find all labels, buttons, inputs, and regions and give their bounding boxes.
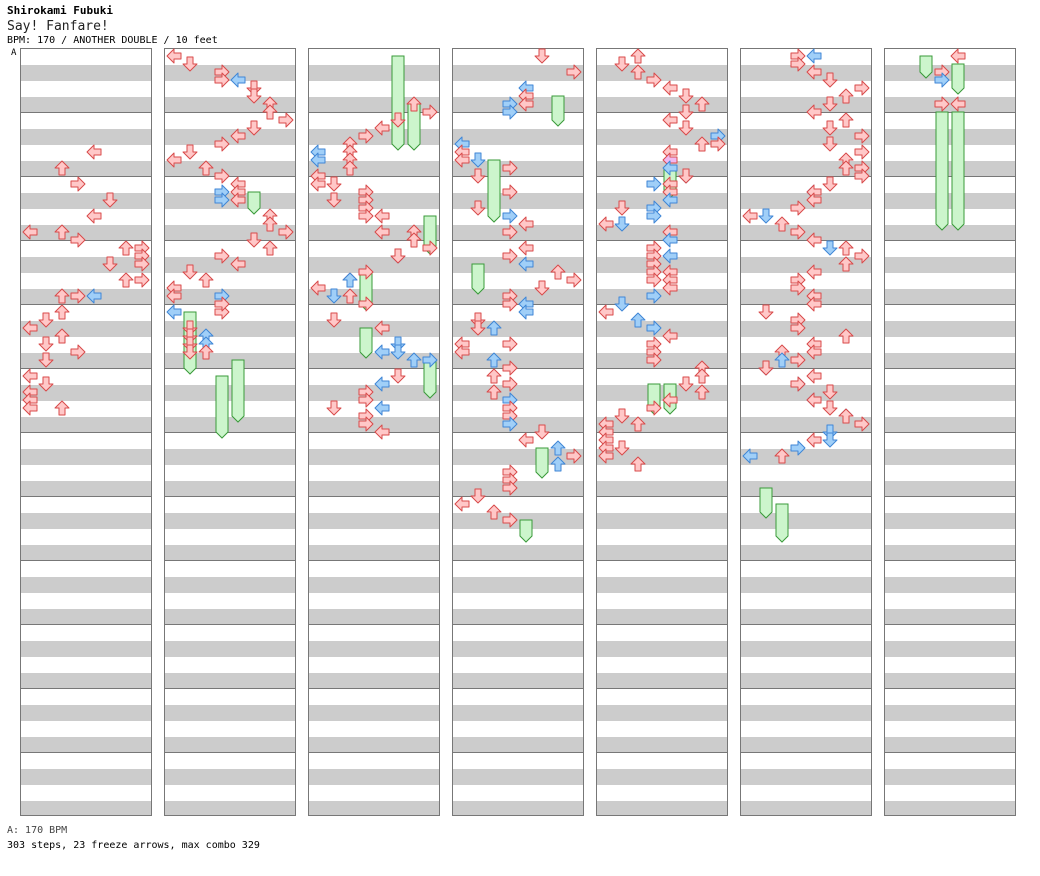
measure-line <box>165 432 295 433</box>
measure-line <box>741 432 871 433</box>
measure-line <box>165 688 295 689</box>
measure-line <box>597 112 727 113</box>
measure-line <box>309 112 439 113</box>
measure-line <box>741 368 871 369</box>
measure-line <box>453 560 583 561</box>
chart-info: BPM: 170 / ANOTHER DOUBLE / 10 feet <box>7 35 218 46</box>
measure-line <box>165 368 295 369</box>
measure-line <box>309 368 439 369</box>
measure-line <box>885 432 1015 433</box>
measure-line <box>597 496 727 497</box>
measure-line <box>21 240 151 241</box>
measure-line <box>885 752 1015 753</box>
measure-line <box>453 752 583 753</box>
measure-line <box>741 304 871 305</box>
measure-line <box>453 112 583 113</box>
measure-line <box>885 688 1015 689</box>
measure-line <box>165 176 295 177</box>
measure-line <box>597 432 727 433</box>
measure-line <box>453 240 583 241</box>
measure-line <box>21 688 151 689</box>
measure-line <box>597 688 727 689</box>
measure-line <box>21 752 151 753</box>
measure-line <box>309 560 439 561</box>
measure-line <box>885 560 1015 561</box>
measure-line <box>21 112 151 113</box>
measure-line <box>309 624 439 625</box>
bpm-summary: A: 170 BPM <box>7 825 68 836</box>
measure-line <box>453 688 583 689</box>
measure-line <box>885 112 1015 113</box>
chart-column-6 <box>740 48 872 816</box>
measure-line <box>165 304 295 305</box>
chart-column-4 <box>452 48 584 816</box>
measure-line <box>453 368 583 369</box>
measure-line <box>453 176 583 177</box>
measure-line <box>165 560 295 561</box>
measure-line <box>885 496 1015 497</box>
measure-line <box>165 496 295 497</box>
measure-line <box>741 496 871 497</box>
measure-line <box>741 688 871 689</box>
chart-column-5 <box>596 48 728 816</box>
measure-line <box>885 624 1015 625</box>
measure-line <box>309 688 439 689</box>
measure-line <box>453 432 583 433</box>
measure-line <box>741 752 871 753</box>
measure-line <box>741 176 871 177</box>
measure-line <box>165 112 295 113</box>
measure-line <box>597 624 727 625</box>
artist-name: Shirokami Fubuki <box>7 4 113 17</box>
measure-line <box>885 368 1015 369</box>
measure-line <box>885 176 1015 177</box>
measure-line <box>21 432 151 433</box>
segment-label: A <box>11 48 17 58</box>
measure-line <box>309 496 439 497</box>
measure-line <box>597 240 727 241</box>
measure-line <box>21 560 151 561</box>
song-title: Say! Fanfare! <box>7 19 109 34</box>
measure-line <box>741 560 871 561</box>
measure-line <box>21 496 151 497</box>
measure-line <box>21 624 151 625</box>
measure-line <box>21 304 151 305</box>
measure-line <box>165 624 295 625</box>
chart-column-7 <box>884 48 1016 816</box>
measure-line <box>885 304 1015 305</box>
measure-line <box>309 176 439 177</box>
chart-stats: 303 steps, 23 freeze arrows, max combo 3… <box>7 840 260 851</box>
measure-line <box>21 368 151 369</box>
measure-line <box>453 624 583 625</box>
measure-line <box>21 176 151 177</box>
chart-column-1 <box>20 48 152 816</box>
measure-line <box>741 624 871 625</box>
measure-line <box>885 240 1015 241</box>
measure-line <box>741 112 871 113</box>
measure-line <box>597 368 727 369</box>
measure-line <box>741 240 871 241</box>
measure-line <box>597 560 727 561</box>
measure-line <box>453 496 583 497</box>
measure-line <box>597 752 727 753</box>
measure-line <box>453 304 583 305</box>
measure-line <box>597 176 727 177</box>
measure-line <box>309 304 439 305</box>
measure-line <box>597 304 727 305</box>
measure-line <box>165 752 295 753</box>
chart-column-3 <box>308 48 440 816</box>
chart-column-2 <box>164 48 296 816</box>
measure-line <box>309 240 439 241</box>
measure-line <box>165 240 295 241</box>
measure-line <box>309 752 439 753</box>
measure-line <box>309 432 439 433</box>
